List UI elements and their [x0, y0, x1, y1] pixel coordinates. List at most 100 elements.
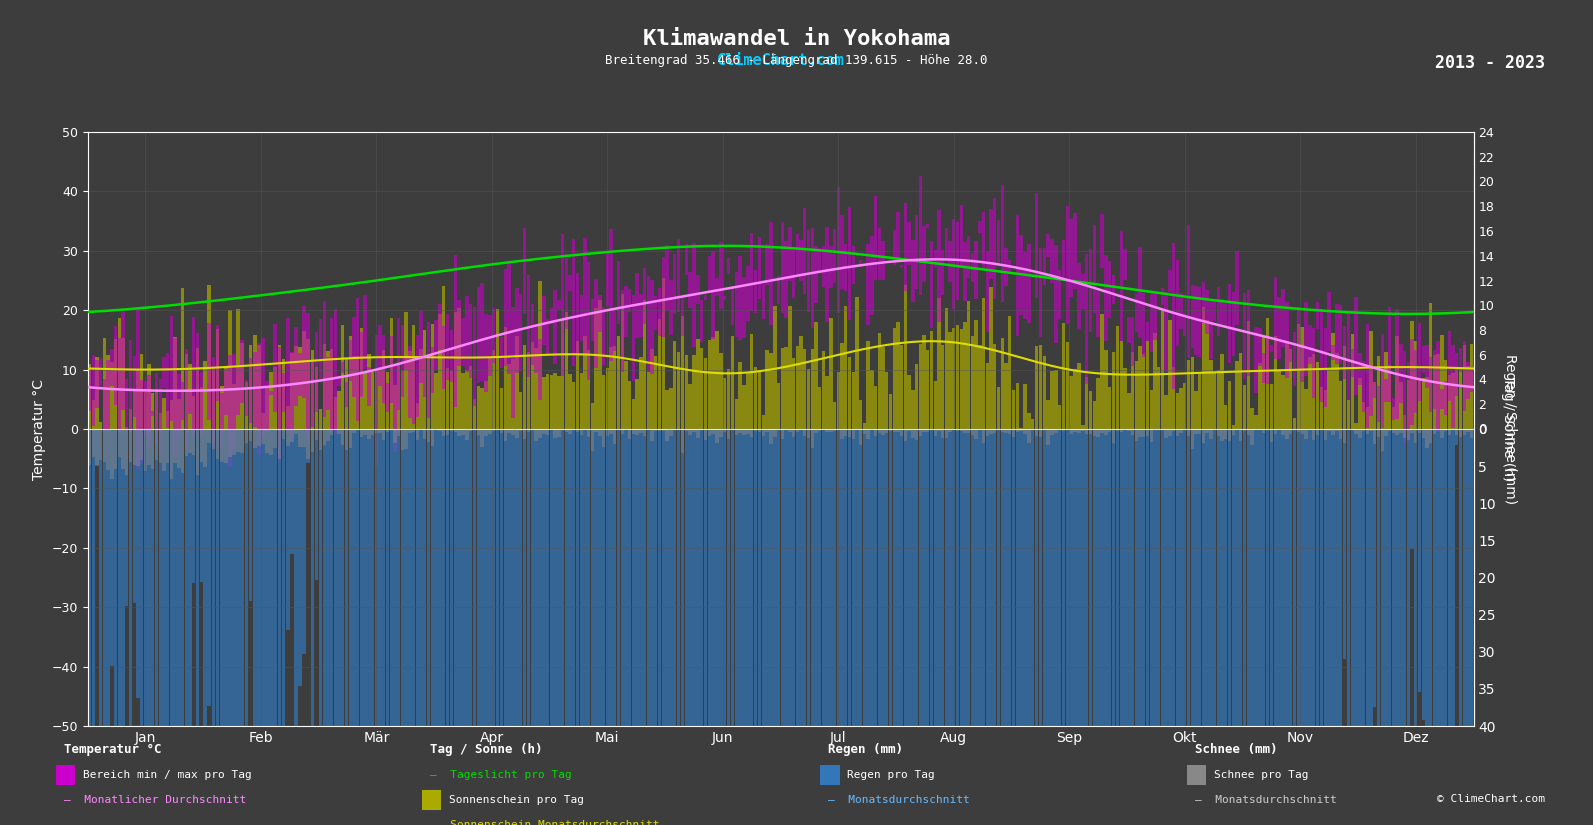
Bar: [245, 382, 249, 429]
Bar: [870, 370, 873, 429]
Bar: [1403, 351, 1407, 443]
Bar: [726, 369, 730, 429]
Bar: [441, 286, 446, 429]
Bar: [1286, 342, 1289, 429]
Bar: [1466, 429, 1470, 431]
Bar: [102, 379, 107, 429]
Bar: [997, 220, 1000, 263]
Bar: [462, 318, 465, 366]
Bar: [390, 429, 393, 431]
Bar: [162, 398, 166, 429]
Bar: [981, 429, 986, 825]
Y-axis label: Tag / Sonne (h): Tag / Sonne (h): [1501, 377, 1515, 481]
Bar: [1384, 352, 1388, 429]
Bar: [750, 429, 753, 825]
Bar: [264, 387, 269, 429]
Bar: [155, 389, 158, 429]
Bar: [155, 373, 158, 445]
Bar: [212, 368, 215, 429]
Bar: [1421, 429, 1424, 719]
Bar: [731, 429, 734, 825]
Bar: [1429, 429, 1432, 443]
Bar: [992, 429, 997, 825]
Bar: [315, 429, 319, 440]
Bar: [457, 429, 460, 825]
Bar: [1063, 429, 1066, 431]
Bar: [1388, 429, 1391, 825]
Bar: [997, 387, 1000, 429]
Bar: [773, 429, 776, 825]
Bar: [253, 335, 256, 429]
Bar: [822, 429, 825, 825]
Bar: [773, 306, 776, 429]
Bar: [1220, 429, 1223, 441]
Bar: [819, 429, 822, 825]
Bar: [859, 399, 862, 429]
Bar: [572, 239, 575, 366]
Bar: [836, 372, 840, 429]
Bar: [558, 429, 561, 436]
Bar: [1085, 429, 1088, 825]
Bar: [162, 429, 166, 472]
Bar: [1415, 429, 1418, 443]
Bar: [1289, 429, 1292, 434]
Bar: [1462, 345, 1466, 429]
Bar: [110, 429, 113, 478]
Bar: [878, 229, 881, 280]
Bar: [1426, 429, 1429, 825]
Bar: [196, 332, 199, 430]
Bar: [188, 429, 191, 453]
Bar: [647, 276, 650, 372]
Bar: [712, 337, 715, 429]
Bar: [986, 252, 989, 332]
Bar: [781, 429, 784, 825]
Bar: [1327, 429, 1330, 431]
Bar: [137, 369, 140, 429]
Bar: [363, 429, 366, 825]
Bar: [349, 336, 352, 429]
Bar: [892, 429, 895, 825]
Bar: [1228, 429, 1231, 441]
Bar: [1266, 337, 1270, 384]
Bar: [1145, 322, 1149, 342]
Bar: [182, 429, 185, 473]
Bar: [199, 372, 202, 437]
Bar: [1316, 361, 1319, 429]
Bar: [967, 429, 970, 825]
Bar: [1403, 429, 1407, 438]
Bar: [413, 429, 416, 432]
Bar: [1243, 429, 1246, 431]
Bar: [1088, 429, 1093, 434]
Bar: [446, 314, 449, 380]
Y-axis label: Regen / Schnee (mm): Regen / Schnee (mm): [1502, 354, 1517, 504]
Bar: [319, 408, 322, 429]
Bar: [1184, 313, 1187, 337]
Bar: [1176, 429, 1179, 436]
Bar: [655, 356, 658, 429]
Bar: [476, 429, 479, 435]
Bar: [1004, 248, 1008, 286]
Bar: [110, 349, 113, 385]
Bar: [492, 429, 495, 825]
Bar: [1012, 389, 1015, 429]
Bar: [338, 391, 341, 429]
Bar: [1462, 341, 1466, 411]
Bar: [1047, 429, 1050, 825]
Text: —  Monatlicher Durchschnitt: — Monatlicher Durchschnitt: [64, 795, 245, 805]
Bar: [534, 429, 538, 825]
Bar: [137, 429, 140, 699]
Bar: [382, 335, 386, 403]
Bar: [333, 309, 338, 434]
Bar: [1172, 243, 1176, 389]
Bar: [959, 429, 962, 825]
Bar: [344, 429, 349, 450]
Bar: [1020, 429, 1023, 431]
Bar: [303, 331, 306, 429]
Bar: [1313, 429, 1316, 825]
Bar: [1096, 291, 1099, 337]
Bar: [624, 286, 628, 337]
Bar: [303, 306, 306, 398]
Bar: [390, 336, 393, 403]
Bar: [1120, 429, 1123, 431]
Bar: [1217, 429, 1220, 436]
